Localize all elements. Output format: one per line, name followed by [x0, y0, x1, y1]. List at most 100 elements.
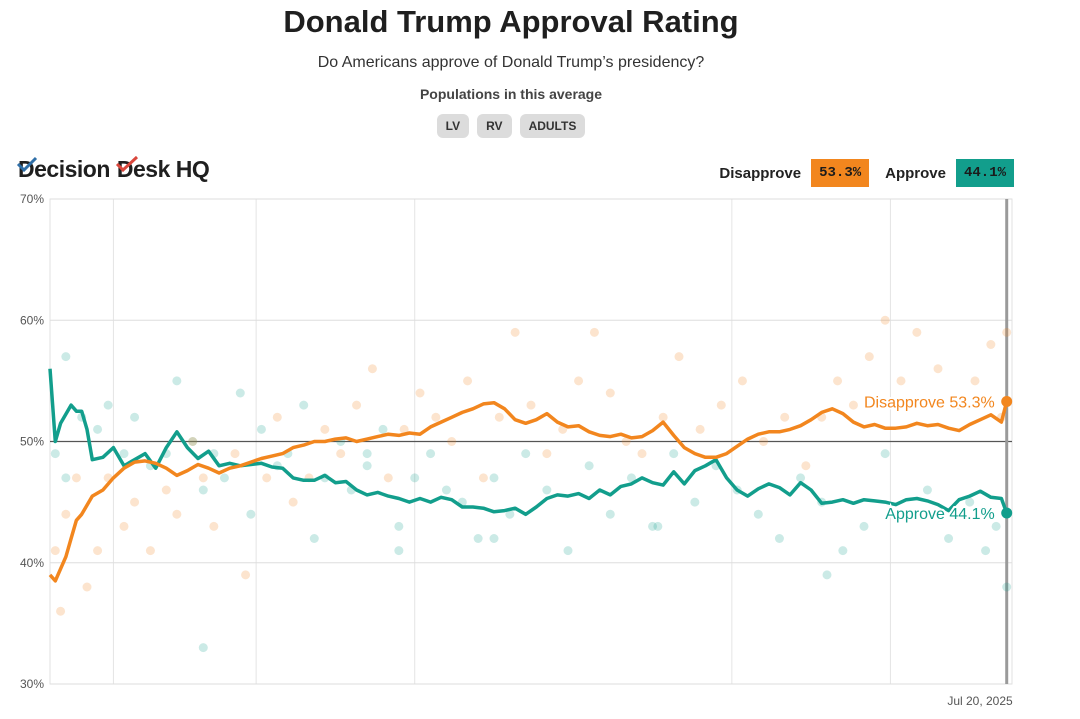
- disapprove-poll-point: [198, 473, 208, 483]
- approve-poll-point: [219, 473, 229, 483]
- disapprove-poll-point: [542, 449, 552, 459]
- y-tick-label: 70%: [20, 192, 44, 206]
- disapprove-poll-point: [262, 473, 272, 483]
- approve-poll-point: [542, 485, 552, 495]
- disapprove-poll-point: [383, 473, 393, 483]
- approve-poll-point: [669, 449, 679, 459]
- approve-poll-point: [880, 449, 890, 459]
- approve-poll-point: [426, 449, 436, 459]
- approve-poll-point: [93, 424, 103, 434]
- population-pill-adults[interactable]: ADULTS: [519, 114, 586, 138]
- approve-poll-point: [246, 509, 256, 519]
- approve-poll-point: [61, 473, 71, 483]
- y-tick-label: 50%: [20, 435, 44, 449]
- approve-end-label: Approve 44.1%: [885, 506, 994, 523]
- disapprove-poll-point: [912, 327, 922, 337]
- disapprove-poll-point: [695, 424, 705, 434]
- disapprove-poll-point: [188, 437, 198, 446]
- approve-poll-point: [584, 461, 594, 471]
- disapprove-poll-point: [415, 388, 425, 398]
- approve-poll-point: [309, 534, 319, 543]
- disapprove-poll-point: [56, 606, 66, 616]
- approve-poll-point: [521, 449, 531, 459]
- disapprove-poll-point: [71, 473, 81, 483]
- approve-end-point: [1001, 507, 1013, 519]
- chart-grid: [49, 198, 1013, 685]
- disapprove-poll-point: [1002, 327, 1012, 337]
- legend-disapprove-label: Disapprove: [719, 164, 802, 182]
- approve-poll-point: [394, 521, 404, 531]
- approve-poll-point: [394, 546, 404, 556]
- disapprove-poll-point: [833, 376, 843, 386]
- disapprove-poll-point: [737, 376, 747, 386]
- disapprove-poll-point: [447, 437, 457, 446]
- approve-poll-point: [410, 473, 420, 483]
- disapprove-poll-point: [759, 437, 769, 446]
- approve-poll-point: [648, 521, 658, 531]
- disapprove-end-point: [1001, 395, 1013, 407]
- y-tick-label: 30%: [20, 677, 44, 691]
- disapprove-poll-point: [93, 546, 103, 556]
- approve-poll-point: [130, 412, 140, 422]
- disapprove-poll-point: [161, 485, 171, 495]
- approve-poll-point: [774, 534, 784, 543]
- approve-poll-point: [489, 534, 499, 543]
- y-tick-label: 40%: [20, 556, 44, 570]
- population-filter: LV RV ADULTS: [0, 114, 1022, 138]
- approve-poll-point: [61, 352, 71, 362]
- approve-poll-point: [753, 509, 763, 519]
- disapprove-poll-point: [82, 582, 92, 592]
- disapprove-poll-point: [933, 364, 943, 374]
- disapprove-poll-point: [145, 546, 155, 556]
- approve-poll-point: [944, 534, 954, 543]
- trend-lines: [48, 368, 1013, 583]
- disapprove-poll-point: [61, 509, 71, 519]
- population-pill-rv[interactable]: RV: [477, 114, 512, 138]
- approve-poll-point: [563, 546, 573, 556]
- approve-poll-point: [188, 437, 198, 446]
- approve-poll-point: [256, 424, 266, 434]
- disapprove-poll-point: [399, 424, 409, 434]
- disapprove-poll-point: [320, 424, 330, 434]
- disapprove-poll-point: [896, 376, 906, 386]
- check-mark-icon: [16, 156, 38, 172]
- approve-poll-point: [198, 643, 208, 653]
- legend-disapprove-value: 53.3%: [811, 159, 870, 187]
- disapprove-poll-point: [621, 437, 631, 446]
- legend-approve-value: 44.1%: [955, 159, 1014, 187]
- disapprove-poll-point: [864, 352, 874, 362]
- approve-poll-point: [653, 521, 663, 531]
- disapprove-poll-point: [801, 461, 811, 471]
- approve-poll-point: [859, 521, 869, 531]
- disapprove-poll-point: [605, 388, 615, 398]
- disapprove-poll-point: [674, 352, 684, 362]
- disapprove-poll-point: [954, 400, 964, 410]
- disapprove-end-label: Disapprove 53.3%: [864, 394, 995, 411]
- check-mark-red-icon: [115, 155, 138, 172]
- disapprove-poll-point: [272, 412, 282, 422]
- legend: Disapprove 53.3% Approve 44.1%: [719, 159, 1014, 187]
- disapprove-poll-point: [780, 412, 790, 422]
- disapprove-poll-point: [352, 400, 362, 410]
- disapprove-poll-point: [431, 412, 441, 422]
- population-pill-lv[interactable]: LV: [436, 114, 470, 138]
- approve-poll-point: [441, 485, 451, 495]
- approve-poll-point: [796, 473, 806, 483]
- disapprove-poll-point: [172, 509, 182, 519]
- disapprove-poll-point: [637, 449, 647, 459]
- disapprove-poll-point: [848, 400, 858, 410]
- approve-poll-point: [626, 473, 636, 483]
- disapprove-poll-point: [336, 449, 346, 459]
- disapprove-poll-point: [209, 521, 219, 531]
- approve-poll-point: [489, 473, 499, 483]
- approve-poll-point: [505, 509, 515, 519]
- disapprove-poll-point: [119, 521, 129, 531]
- disapprove-poll-point: [970, 376, 980, 386]
- approve-poll-point: [981, 546, 991, 556]
- approve-poll-point: [1002, 582, 1012, 592]
- chart-labels: 30% 40% 50% 60% 70% Jul 20, 2025 Approve 44.1%…: [20, 192, 1013, 708]
- page-title: Donald Trump Approval Rating: [283, 4, 739, 39]
- approve-poll-point: [605, 509, 615, 519]
- poll-points: [50, 315, 1012, 653]
